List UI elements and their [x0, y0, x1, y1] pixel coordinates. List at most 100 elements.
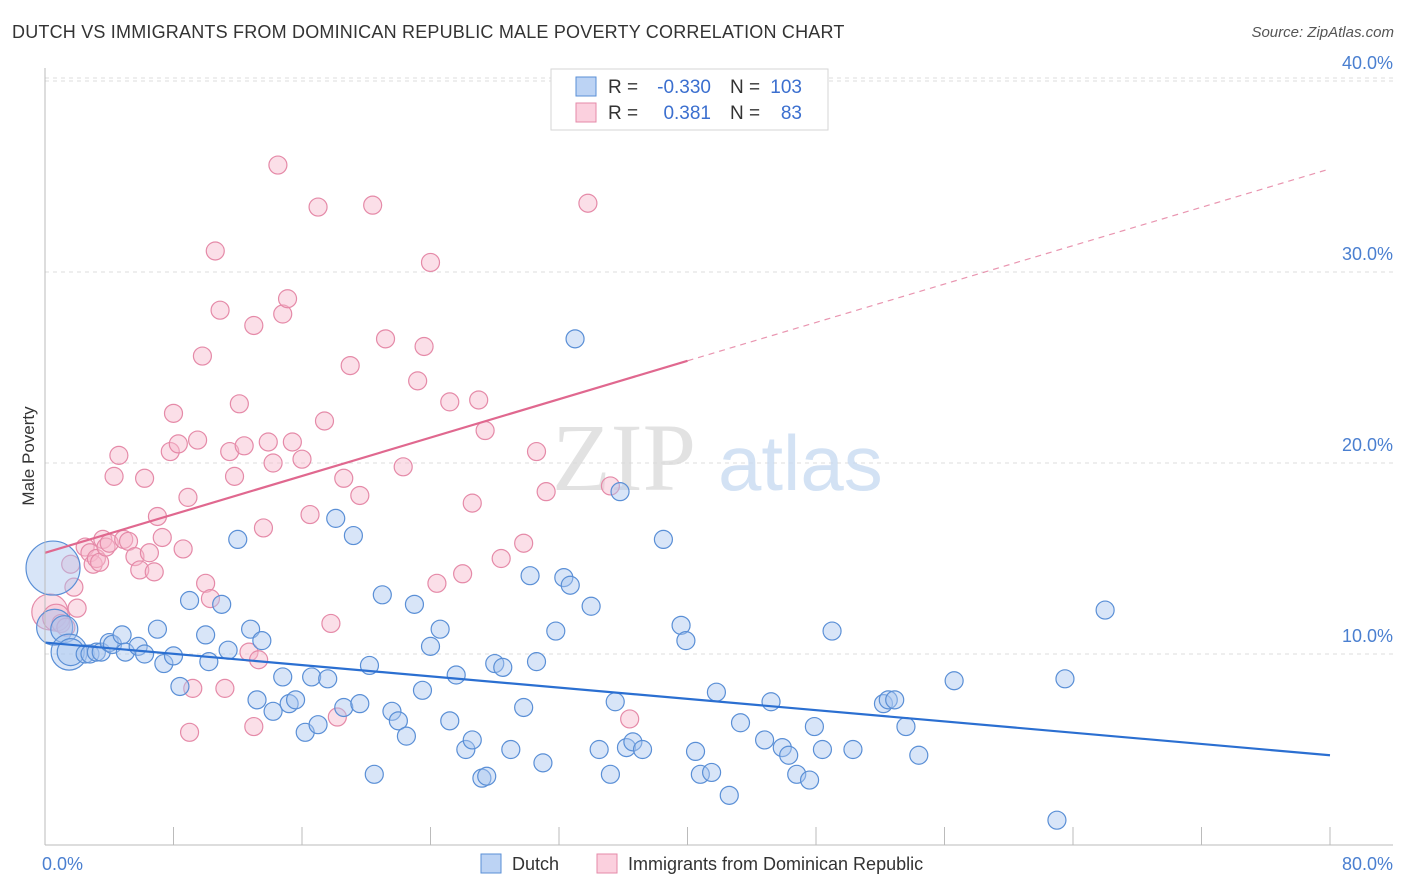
- dominican-point-39: [220, 441, 240, 462]
- dominican-point-80: [620, 709, 640, 729]
- dominican-point-16: [109, 445, 129, 465]
- dutch-point-1: [36, 608, 74, 646]
- dutch-point-81: [706, 682, 727, 702]
- dominican-point-56: [314, 411, 335, 431]
- dominican-point-32: [187, 430, 208, 450]
- dutch-point-23: [218, 640, 238, 660]
- dominican-point-42: [234, 436, 254, 456]
- dominican-point-82: [179, 722, 200, 742]
- legend-dutch-r-label: R =: [608, 77, 638, 98]
- dominican-point-66: [414, 336, 434, 357]
- dominican-point-53: [292, 449, 312, 469]
- dominican-point-27: [163, 403, 184, 423]
- legend-swatch-dutch: [575, 76, 597, 97]
- dominican-point-28: [168, 434, 188, 454]
- dominican-point-59: [334, 468, 354, 488]
- dutch-point-53: [462, 730, 482, 750]
- dutch-point-101: [1055, 669, 1075, 689]
- dutch-point-67: [581, 596, 601, 616]
- y-axis-label: Male Poverty: [19, 406, 38, 506]
- dominican-point-26: [160, 441, 180, 462]
- dominican-point-37: [210, 300, 230, 320]
- dutch-point-38: [343, 525, 363, 546]
- legend-dutch-n-label: N =: [730, 77, 760, 98]
- dominican-point-15: [104, 466, 124, 486]
- watermark: ZIP atlas: [552, 404, 883, 511]
- dutch-point-70: [610, 482, 630, 502]
- dutch-point-27: [252, 631, 272, 651]
- dominican-point-79: [600, 476, 621, 496]
- dutch-point-74: [632, 739, 653, 760]
- dutch-point-97: [896, 716, 916, 737]
- dutch-point-77: [676, 631, 696, 651]
- dominican-point-33: [192, 346, 213, 366]
- bottom-legend: Dutch Immigrants from Dominican Republic: [480, 853, 923, 874]
- dutch-point-86: [772, 737, 792, 758]
- dominican-point-77: [536, 482, 556, 502]
- dutch-point-78: [685, 741, 706, 762]
- legend-dominican-r-label: R =: [608, 103, 638, 124]
- dominican-point-57: [321, 613, 341, 634]
- dominican-point-46: [253, 518, 274, 538]
- bottom-legend-swatch-dominican: [596, 853, 618, 874]
- dominican-point-30: [178, 487, 198, 507]
- dutch-point-0: [25, 540, 81, 596]
- dutch-point-52: [456, 739, 476, 760]
- dutch-point-49: [430, 619, 450, 639]
- dutch-point-57: [493, 657, 513, 677]
- legend-swatch-dominican: [575, 102, 597, 123]
- dutch-point-66: [565, 329, 585, 349]
- dominican-point-50: [273, 304, 293, 324]
- dominican-point-72: [469, 390, 489, 410]
- dutch-point-16: [154, 653, 174, 674]
- trend-lines: [44, 168, 1331, 757]
- bottom-legend-dutch: Dutch: [512, 854, 559, 874]
- dutch-point-14: [134, 644, 155, 664]
- dutch-point-18: [170, 676, 190, 697]
- dominican-point-61: [350, 485, 370, 506]
- dutch-point-50: [440, 711, 460, 731]
- dutch-point-2: [50, 615, 79, 644]
- dutch-point-35: [318, 669, 338, 689]
- trend-line-dashed-1: [687, 168, 1331, 362]
- dominican-point-64: [393, 457, 413, 477]
- dutch-point-11: [112, 625, 132, 645]
- dutch-point-100: [1047, 810, 1067, 830]
- dominican-point-81: [244, 716, 264, 737]
- source-label: Source: ZipAtlas.com: [1251, 24, 1394, 41]
- dutch-point-69: [605, 692, 625, 712]
- dutch-point-24: [228, 529, 248, 550]
- dominican-point-22: [139, 543, 160, 563]
- dutch-point-99: [944, 671, 964, 691]
- dominican-point-44: [244, 315, 264, 336]
- dominican-point-6: [67, 598, 87, 618]
- dominican-point-62: [363, 195, 383, 215]
- dutch-point-37: [334, 697, 354, 718]
- dominican-point-71: [462, 493, 482, 513]
- dominican-point-55: [308, 197, 328, 217]
- dutch-point-68: [589, 739, 609, 760]
- dutch-point-60: [520, 566, 540, 586]
- dominican-point-52: [282, 432, 302, 452]
- dutch-point-58: [501, 739, 521, 760]
- legend-dominican-r-value: 0.381: [663, 103, 711, 124]
- dutch-series: [25, 329, 1115, 830]
- dutch-point-92: [822, 621, 842, 641]
- dominican-point-36: [205, 241, 225, 261]
- dutch-point-102: [1095, 600, 1115, 620]
- dutch-point-64: [554, 567, 574, 588]
- legend-dominican-n-label: N =: [730, 103, 760, 124]
- dutch-point-65: [560, 575, 580, 595]
- dutch-point-76: [671, 615, 691, 635]
- dominican-point-5: [64, 577, 84, 597]
- bottom-legend-swatch-dutch: [480, 853, 502, 874]
- dutch-point-90: [804, 716, 824, 737]
- dutch-point-34: [308, 715, 328, 735]
- dominican-point-34: [196, 573, 216, 593]
- dominican-point-35: [200, 589, 221, 609]
- dutch-point-42: [372, 585, 392, 605]
- dominican-point-65: [408, 371, 428, 391]
- dutch-point-20: [196, 625, 216, 645]
- dutch-point-17: [163, 646, 184, 666]
- trend-line-solid-1: [44, 359, 688, 554]
